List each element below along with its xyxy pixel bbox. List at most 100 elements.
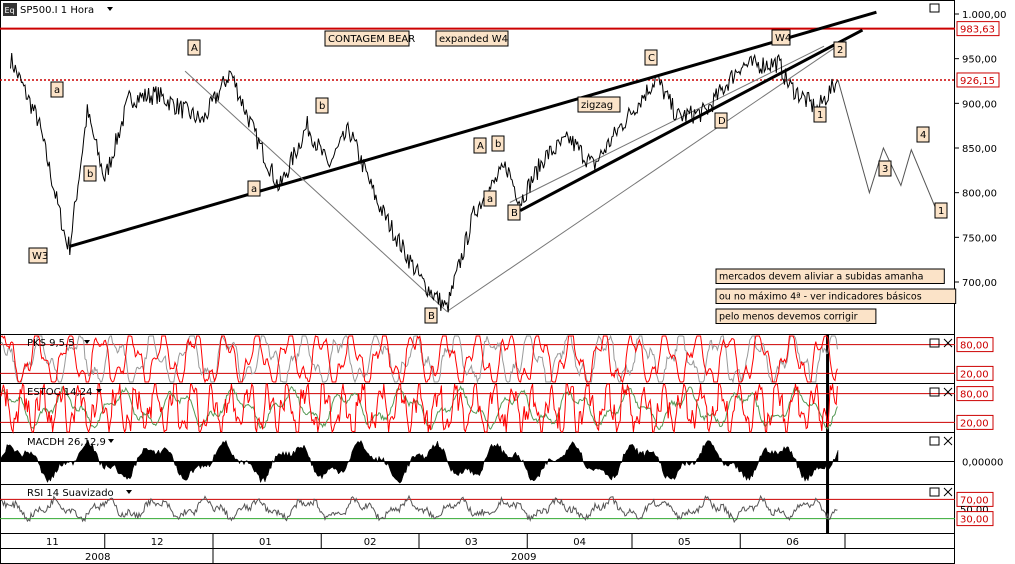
maximize-icon[interactable] <box>929 3 940 13</box>
wave-label-box <box>83 165 97 182</box>
indicator-value-box <box>956 365 994 381</box>
maximize-icon[interactable] <box>929 387 940 397</box>
indicator-tick-label: 50,00 <box>960 505 989 516</box>
annotation-label-box <box>715 268 945 284</box>
reference-value-box <box>956 21 1000 37</box>
pks-pane-title: PKS 9,5,5 <box>27 338 75 349</box>
annotation-label: mercados devem aliviar a subidas amanha <box>719 272 923 283</box>
maximize-icon[interactable] <box>929 338 940 348</box>
dropdown-icon <box>84 340 90 344</box>
price-pane-title: SP500.I 1 Hora <box>20 5 94 16</box>
price-series <box>10 53 937 534</box>
wave-label-box <box>644 49 658 66</box>
reference-value-label: 926,15 <box>960 76 995 87</box>
wave-label-box <box>577 96 621 113</box>
wave-label: B <box>428 311 435 322</box>
indicator-value-box <box>956 386 994 402</box>
gridlines <box>104 534 846 564</box>
y-tick-label: 1.000,00 <box>962 10 1007 21</box>
wave-label: 1 <box>938 206 944 217</box>
wave-label: W3 <box>32 251 48 262</box>
macdh-pane-title: MACDH 26,12,9 <box>27 437 106 448</box>
wave-label: b <box>319 101 325 112</box>
a-b-connector <box>184 70 448 312</box>
dropdown-icon <box>96 389 102 393</box>
indicator-value-box <box>956 414 994 430</box>
maximize-icon[interactable] <box>929 487 940 497</box>
wave-label-box <box>247 180 261 197</box>
indicator-value-box <box>956 337 994 353</box>
wave-label-box <box>315 97 329 114</box>
macdh-tick-label: 0,00000 <box>962 458 1003 469</box>
wave-label: b <box>87 169 93 180</box>
estoc-line <box>0 382 838 434</box>
trendlines <box>69 10 877 312</box>
channel-parallel-line <box>509 45 825 203</box>
wave-label: C <box>648 53 655 64</box>
x-month-label: 05 <box>678 537 691 548</box>
wave-label: a <box>251 184 257 195</box>
indicator-tick-label: 20,00 <box>960 369 989 380</box>
reference-value-label: 983,63 <box>960 25 995 36</box>
x-month-label: 12 <box>151 537 164 548</box>
projected-wave-path <box>837 79 937 209</box>
macdh-histogram <box>0 439 839 484</box>
wave-label: B <box>511 208 518 219</box>
dropdown-icon <box>108 439 114 443</box>
wave-label: D <box>718 116 726 127</box>
annotation-label: CONTAGEM BEAR <box>328 34 415 45</box>
wave-label-box <box>28 247 48 264</box>
wave-label: A <box>477 141 484 152</box>
wave-label: 3 <box>882 164 888 175</box>
annotation-label: pelo menos devemos corrigir <box>719 312 858 323</box>
annotation-label-box <box>715 308 877 324</box>
wave-label-box <box>714 112 728 129</box>
wave-label: 4 <box>920 130 926 141</box>
wave-label: b <box>495 139 501 150</box>
x-month-label: 11 <box>46 537 59 548</box>
annotation-label-box <box>435 30 509 47</box>
x-year-label: 2009 <box>511 552 536 563</box>
annotation-label-box <box>715 288 957 304</box>
wave-label-box <box>483 190 497 207</box>
close-icon[interactable] <box>943 436 953 446</box>
x-month-label: 03 <box>465 537 478 548</box>
x-year-label: 2008 <box>85 552 110 563</box>
x-month-label: 04 <box>573 537 586 548</box>
pane-controls[interactable] <box>929 3 953 497</box>
y-axis: 1.000,00 950,00 900,00 850,00 800,00 750,00 70… <box>955 10 1007 527</box>
y-tick-label: 850,00 <box>962 144 997 155</box>
dropdown-icon <box>107 7 113 11</box>
rsi-pane-title: RSI 14 Suavizado <box>27 488 114 499</box>
wave-label: a <box>54 85 60 96</box>
wave-label-box <box>771 29 791 46</box>
channel-line <box>519 28 864 212</box>
indicator-tick-label: 70,00 <box>960 495 989 506</box>
wave-label-box <box>833 41 847 58</box>
indicator-tick-label: 80,00 <box>960 390 989 401</box>
wave-label: zigzag <box>581 100 613 111</box>
x-month-label: 01 <box>259 537 272 548</box>
maximize-icon[interactable] <box>929 436 940 446</box>
reference-value-box <box>956 72 1000 88</box>
indicator-tick-label: 20,00 <box>960 418 989 429</box>
wave-label: A <box>191 43 198 54</box>
close-icon[interactable] <box>943 487 953 497</box>
wedge-lower-line <box>69 10 877 248</box>
indicator-series <box>0 334 955 524</box>
indicator-value-box <box>956 491 994 507</box>
indicator-value-box <box>956 511 994 527</box>
wave-label-box <box>473 137 487 154</box>
wave-label-box <box>878 160 892 177</box>
pks-line <box>0 335 838 384</box>
indicator-tick-label: 80,00 <box>960 341 989 352</box>
y-tick-label: 750,00 <box>962 233 997 244</box>
close-icon[interactable] <box>943 387 953 397</box>
reference-lines: 983,63 926,15 <box>0 21 1000 88</box>
estoc-signal-line <box>0 385 838 431</box>
dropdown-icon <box>126 490 132 494</box>
wave-label: 2 <box>837 45 843 56</box>
wave-label-box <box>50 81 64 98</box>
close-icon[interactable] <box>943 338 953 348</box>
